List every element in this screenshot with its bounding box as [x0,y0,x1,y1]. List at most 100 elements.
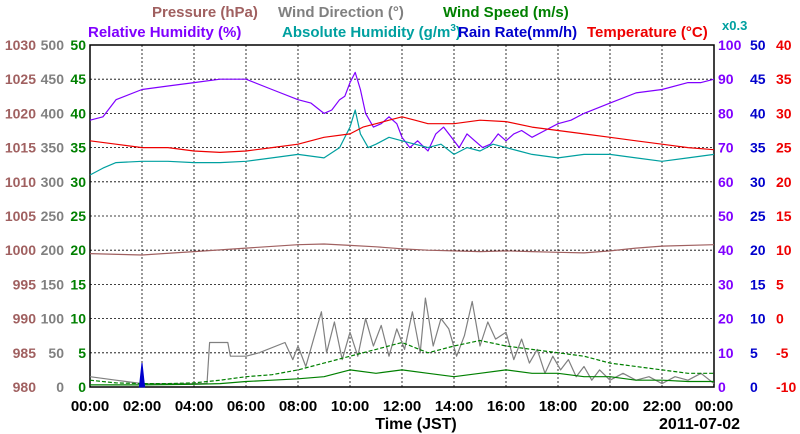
y-tick-label-pressure: 1015 [5,140,36,156]
y-tick-label-pressure: 990 [13,311,37,327]
y-tick-label-rain-rate: 25 [750,208,766,224]
y-tick-label-rain-rate: 50 [750,37,766,53]
x-tick-label: 02:00 [123,398,161,415]
y-tick-label-wind-direction: 200 [41,242,65,258]
y-tick-label-pressure: 985 [13,345,37,361]
y-tick-label-relative-humidity: 60 [718,174,734,190]
y-tick-label-rain-rate: 5 [750,345,758,361]
x-axis-title: Time (JST) [375,416,457,433]
y-tick-label-temperature: 30 [776,105,792,121]
y-tick-label-wind-direction: 400 [41,105,65,121]
y-tick-label-relative-humidity: 10 [718,345,734,361]
x-tick-label: 18:00 [539,398,577,415]
y-tick-label-temperature: -10 [776,379,796,395]
x-tick-label: 00:00 [71,398,109,415]
y-tick-label-wind-speed: 40 [70,105,86,121]
y-tick-label-wind-direction: 150 [41,276,65,292]
y-tick-label-rain-rate: 35 [750,140,766,156]
x-tick-label: 20:00 [591,398,629,415]
y-tick-label-rain-rate: 20 [750,242,766,258]
y-tick-label-relative-humidity: 20 [718,311,734,327]
legend-temperature: Temperature (°C) [587,24,708,41]
y-tick-label-temperature: -5 [776,345,789,361]
x-tick-label: 10:00 [331,398,369,415]
x-tick-label: 00:00 [695,398,733,415]
y-tick-label-relative-humidity: 100 [718,37,742,53]
x-tick-label: 12:00 [383,398,421,415]
y-tick-label-wind-speed: 25 [70,208,86,224]
x-tick-label: 14:00 [435,398,473,415]
series-rain-rate-mm-h [138,363,146,388]
y-tick-label-wind-direction: 450 [41,71,65,87]
y-tick-label-pressure: 1005 [5,208,36,224]
y-tick-label-temperature: 20 [776,174,792,190]
y-tick-label-temperature: 25 [776,140,792,156]
series-wind-speed-m-s [89,339,714,385]
y-tick-label-temperature: 40 [776,37,792,53]
y-tick-label-wind-speed: 10 [70,311,86,327]
series-absolute-humidity-g-m3 [89,109,715,176]
legend-wind-speed: Wind Speed (m/s) [443,4,569,21]
y-tick-label-temperature: 35 [776,71,792,87]
y-tick-label-wind-direction: 350 [41,140,65,156]
y-tick-label-temperature: 0 [776,311,784,327]
y-tick-label-rain-rate: 10 [750,311,766,327]
y-tick-label-rain-rate: 30 [750,174,766,190]
series-wind-direction [89,297,715,385]
y-tick-label-relative-humidity: 30 [718,276,734,292]
y-tick-label-rain-rate: 0 [750,379,758,395]
y-tick-label-temperature: 10 [776,242,792,258]
y-tick-label-wind-speed: 50 [70,37,86,53]
grid-lines [90,45,714,387]
y-tick-label-pressure: 995 [13,276,37,292]
x-tick-label: 16:00 [487,398,525,415]
legend-pressure: Pressure (hPa) [152,4,258,21]
y-tick-label-relative-humidity: 0 [718,379,726,395]
y-tick-label-wind-speed: 45 [70,71,86,87]
y-tick-label-pressure: 1020 [5,105,36,121]
axis-tick-labels: 1030102510201015101010051000995990985980… [5,37,797,415]
y-tick-label-wind-direction: 50 [48,345,64,361]
y-tick-label-rain-rate: 40 [750,105,766,121]
y-tick-label-relative-humidity: 70 [718,140,734,156]
y-tick-label-relative-humidity: 90 [718,71,734,87]
y-tick-label-rain-rate: 15 [750,276,766,292]
legend-wind-direction: Wind Direction (°) [278,4,404,21]
y-tick-label-pressure: 1010 [5,174,36,190]
legend-relative-humidity: Relative Humidity (%) [88,24,241,41]
y-tick-label-wind-speed: 35 [70,140,86,156]
rain-scale-note: x0.3 [722,18,747,33]
date-label: 2011-07-02 [659,416,740,433]
y-tick-label-wind-speed: 30 [70,174,86,190]
y-tick-label-relative-humidity: 40 [718,242,734,258]
y-tick-label-wind-direction: 500 [41,37,65,53]
y-tick-label-relative-humidity: 50 [718,208,734,224]
y-tick-label-pressure: 1030 [5,37,36,53]
y-tick-label-wind-speed: 15 [70,276,86,292]
series-wind-speed-m-s [90,369,714,386]
series-pressure-hpa [89,243,715,256]
legend: Pressure (hPa) Wind Direction (°) Wind S… [88,4,747,41]
y-tick-label-wind-speed: 20 [70,242,86,258]
y-tick-label-pressure: 1025 [5,71,36,87]
y-tick-label-temperature: 15 [776,208,792,224]
y-tick-label-wind-direction: 250 [41,208,65,224]
y-tick-label-relative-humidity: 80 [718,105,734,121]
series-temperature-c [89,116,715,153]
y-tick-label-pressure: 1000 [5,242,36,258]
y-tick-label-wind-direction: 100 [41,311,65,327]
data-series [89,71,715,388]
x-tick-label: 04:00 [175,398,213,415]
y-tick-label-wind-direction: 300 [41,174,65,190]
x-tick-label: 08:00 [279,398,317,415]
y-tick-label-rain-rate: 45 [750,71,766,87]
legend-rain-rate: Rain Rate(mm/h) [458,24,577,41]
y-tick-label-wind-direction: 0 [56,379,64,395]
legend-absolute-humidity: Absolute Humidity (g/m3) [282,23,461,41]
y-tick-label-wind-speed: 5 [78,345,86,361]
y-tick-label-temperature: 5 [776,276,784,292]
y-tick-label-wind-speed: 0 [78,379,86,395]
x-tick-label: 06:00 [227,398,265,415]
y-tick-label-pressure: 980 [13,379,37,395]
